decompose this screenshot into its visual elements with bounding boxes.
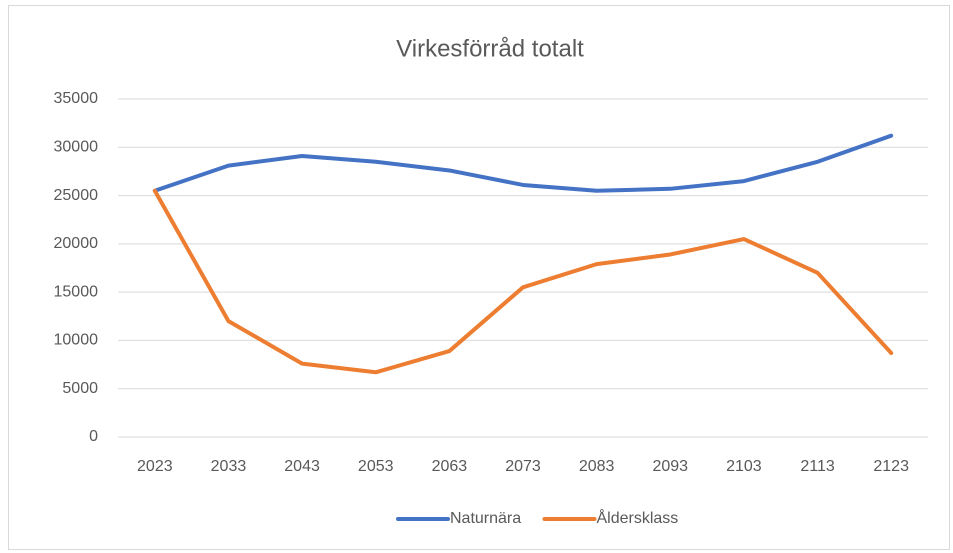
y-tick-label: 10000 (54, 332, 99, 349)
legend-label: Naturnära (450, 510, 521, 527)
x-tick-label: 2043 (284, 458, 320, 475)
chart-frame (8, 5, 950, 550)
y-tick-label: 35000 (54, 90, 99, 107)
y-tick-label: 5000 (62, 380, 98, 397)
x-tick-label: 2053 (358, 458, 394, 475)
x-tick-label: 2113 (800, 458, 835, 475)
x-tick-label: 2023 (137, 458, 173, 475)
y-tick-label: 15000 (54, 283, 99, 300)
y-tick-label: 30000 (54, 139, 99, 156)
x-tick-label: 2073 (505, 458, 541, 475)
x-tick-label: 2123 (873, 458, 909, 475)
y-tick-label: 25000 (54, 187, 99, 204)
x-tick-label: 2083 (579, 458, 615, 475)
legend-label: Åldersklass (597, 508, 679, 527)
x-tick-label: 2093 (652, 458, 688, 475)
x-tick-label: 2033 (211, 458, 247, 475)
chart-title: Virkesförråd totalt (396, 35, 584, 62)
y-tick-label: 0 (89, 428, 98, 445)
x-tick-label: 2103 (726, 458, 762, 475)
series-line (152, 133, 894, 193)
series-line (152, 188, 894, 375)
y-tick-label: 20000 (54, 235, 99, 252)
x-tick-label: 2063 (432, 458, 468, 475)
